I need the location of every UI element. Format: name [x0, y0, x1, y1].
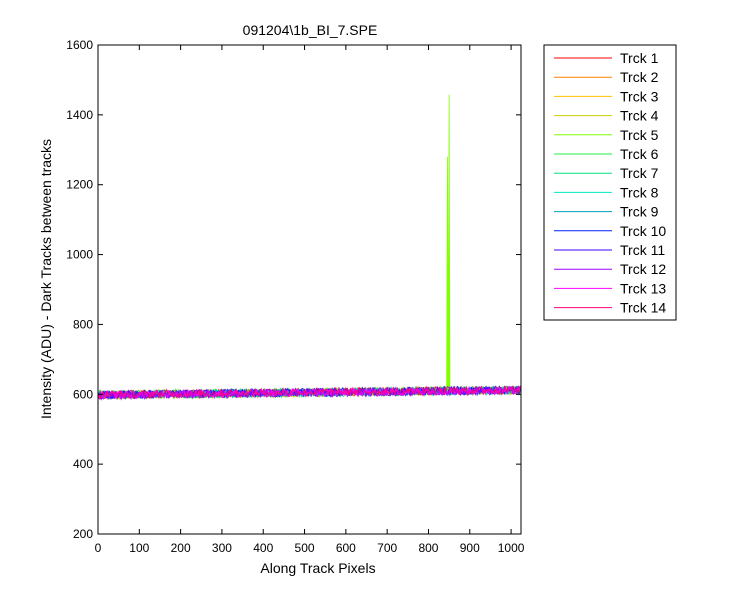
x-tick-label: 1000: [498, 541, 525, 555]
axes-group: 0 100 200 300 400 500 600 700 800 900 1000 200 400 60…: [66, 38, 524, 555]
x-tick-label: 800: [418, 541, 438, 555]
x-tick-label: 500: [295, 541, 315, 555]
legend-label: Trck 9: [620, 204, 659, 220]
legend-label: Trck 7: [620, 165, 659, 181]
legend-label: Trck 3: [620, 88, 659, 104]
legend-label: Trck 6: [620, 146, 659, 162]
chart-title: 091204\1b_BI_7.SPE: [243, 22, 378, 38]
series-line-trck-14: [97, 385, 521, 401]
legend-label: Trck 12: [620, 261, 666, 277]
series-group: [97, 94, 521, 402]
x-tick-label: 100: [129, 541, 149, 555]
legend-label: Trck 10: [620, 223, 666, 239]
legend-label: Trck 13: [620, 280, 666, 296]
x-tick-label: 900: [460, 541, 480, 555]
legend-label: Trck 11: [620, 242, 665, 258]
x-tick-label: 600: [336, 541, 356, 555]
x-tick-label: 300: [212, 541, 232, 555]
y-tick-label: 400: [73, 457, 93, 471]
y-tick-label: 800: [73, 317, 93, 331]
x-tick-label: 400: [253, 541, 273, 555]
x-axis-title: Along Track Pixels: [260, 560, 375, 576]
legend-label: Trck 4: [620, 108, 659, 124]
y-tick-label: 1000: [66, 248, 93, 262]
x-tick-label: 0: [95, 541, 102, 555]
y-tick-label: 1200: [66, 178, 93, 192]
legend-label: Trck 5: [620, 127, 659, 143]
y-tick-label: 1600: [66, 38, 93, 52]
legend-label: Trck 8: [620, 184, 659, 200]
y-tick-label: 200: [73, 527, 93, 541]
y-tick-label: 1400: [66, 108, 93, 122]
legend-label: Trck 2: [620, 69, 659, 85]
plot-frame: [97, 44, 522, 535]
y-tick-label: 600: [73, 387, 93, 401]
y-axis-title: Intensity (ADU) - Dark Tracks between tr…: [38, 139, 54, 419]
plot-area: [98, 45, 521, 534]
legend-label: Trck 1: [620, 50, 659, 66]
legend-label: Trck 14: [620, 300, 666, 316]
x-tick-label: 700: [377, 541, 397, 555]
legend-box: [543, 44, 677, 321]
legend: Trck 1 Trck 2 Trck 3 Trck 4 Trck 5 Trck 6 Trck…: [543, 44, 677, 321]
x-tick-label: 200: [171, 541, 191, 555]
